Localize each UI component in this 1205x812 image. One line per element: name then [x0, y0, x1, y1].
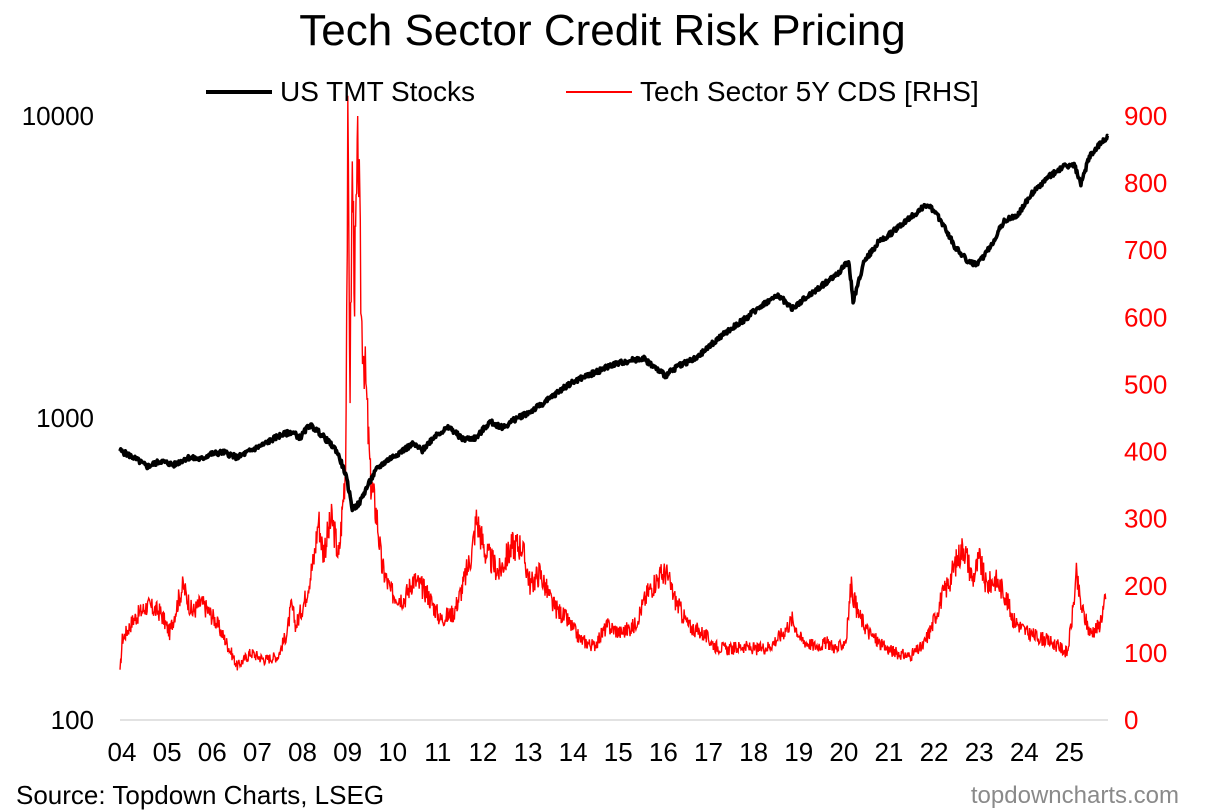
- right-tick-label: 300: [1124, 504, 1167, 534]
- left-tick-label: 10000: [22, 101, 94, 131]
- x-tick-label: 10: [378, 737, 407, 767]
- right-tick-label: 600: [1124, 302, 1167, 332]
- series-line-us-tmt-stocks: [118, 133, 1110, 513]
- x-tick-label: 20: [829, 737, 858, 767]
- legend-swatch-red-line: [566, 91, 632, 93]
- legend-item-tmt: US TMT Stocks: [206, 76, 475, 108]
- x-tick-label: 21: [874, 737, 903, 767]
- x-tick-label: 15: [604, 737, 633, 767]
- legend-label-tmt: US TMT Stocks: [280, 76, 476, 107]
- left-tick-label: 1000: [36, 403, 94, 433]
- left-y-axis-ticks: 100 1000 10000: [22, 101, 94, 735]
- right-tick-label: 100: [1124, 638, 1167, 668]
- x-tick-label: 12: [468, 737, 497, 767]
- x-tick-label: 07: [243, 737, 272, 767]
- source-note: Source: Topdown Charts, LSEG: [16, 780, 385, 810]
- series-line-tech-cds: [119, 95, 1107, 671]
- x-tick-label: 08: [288, 737, 317, 767]
- x-tick-label: 16: [649, 737, 678, 767]
- x-tick-label: 05: [153, 737, 182, 767]
- x-tick-label: 17: [694, 737, 723, 767]
- x-tick-label: 11: [424, 737, 451, 767]
- right-tick-label: 200: [1124, 571, 1167, 601]
- right-tick-label: 0: [1124, 705, 1138, 735]
- x-axis-ticks: 04 05 06 07 08 09 10 11 12 13 14 15 16 17 18 19 20 21 22 23…: [108, 737, 1084, 767]
- brand-watermark: topdowncharts.com: [970, 782, 1179, 809]
- legend-item-cds: Tech Sector 5Y CDS [RHS]: [566, 76, 979, 108]
- legend-swatch-black-line: [206, 90, 272, 94]
- legend-label-cds: Tech Sector 5Y CDS [RHS]: [640, 76, 979, 107]
- x-tick-label: 13: [514, 737, 543, 767]
- x-tick-label: 18: [739, 737, 768, 767]
- x-tick-label: 14: [559, 737, 588, 767]
- x-tick-label: 09: [333, 737, 362, 767]
- x-tick-label: 06: [198, 737, 227, 767]
- x-tick-label: 04: [108, 737, 137, 767]
- right-tick-label: 700: [1124, 235, 1167, 265]
- x-tick-label: 25: [1055, 737, 1084, 767]
- left-tick-label: 100: [51, 705, 94, 735]
- right-tick-label: 400: [1124, 437, 1167, 467]
- chart-title: Tech Sector Credit Risk Pricing: [299, 6, 906, 55]
- x-tick-label: 19: [784, 737, 813, 767]
- plot-area: [118, 95, 1110, 671]
- right-tick-label: 800: [1124, 168, 1167, 198]
- right-tick-label: 500: [1124, 369, 1167, 399]
- x-tick-label: 23: [965, 737, 994, 767]
- x-tick-label: 24: [1010, 737, 1039, 767]
- x-tick-label: 22: [920, 737, 949, 767]
- right-y-axis-ticks: 0 100 200 300 400 500 600 700 800 900: [1124, 101, 1167, 735]
- right-tick-label: 900: [1124, 101, 1167, 131]
